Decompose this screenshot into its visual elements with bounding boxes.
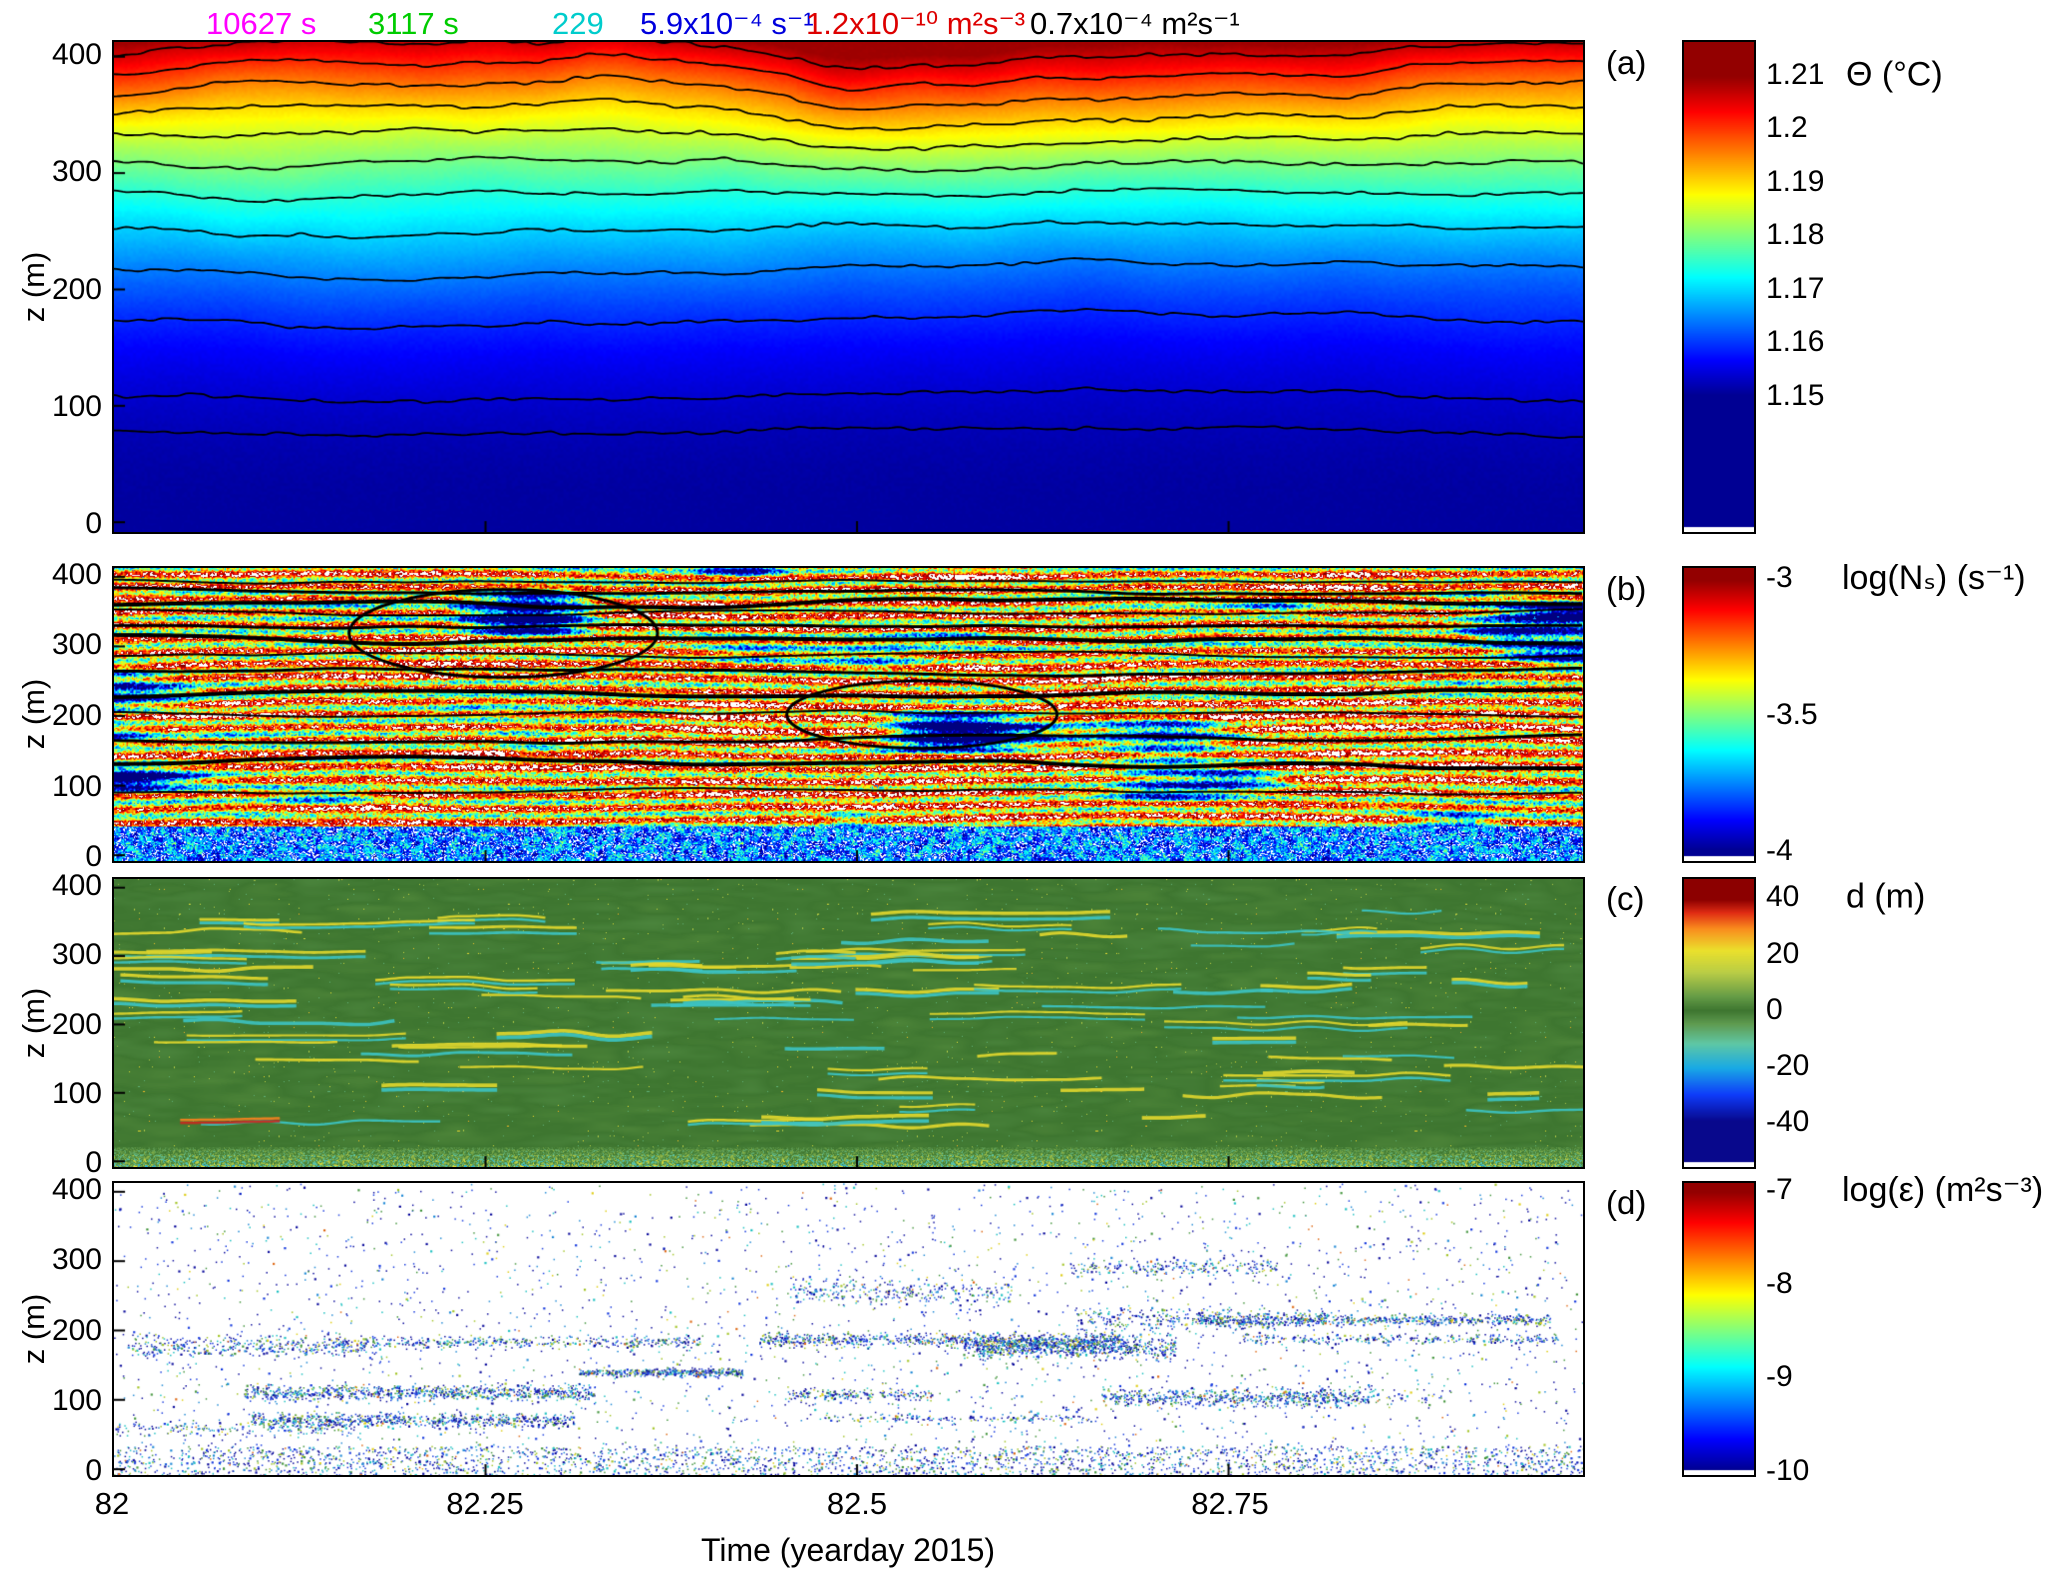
cb-b-tick-2: -3.5 [1766,698,1818,731]
y-tick-d-200: 200 [51,1314,102,1347]
cb-a-tick-7: 1.15 [1766,379,1825,412]
heatmap-panel-b [112,566,1585,863]
cb-title-d: log(ε) (m²s⁻³) [1842,1171,2044,1209]
colorbar-c [1682,877,1756,1169]
x-tick-82-75: 82.75 [1191,1486,1269,1521]
x-tick-82-25: 82.25 [446,1486,524,1521]
cb-b-tick-1: -3 [1766,561,1793,594]
y-tick-b-200: 200 [51,699,102,732]
header-stat-diffusivity: 0.7x10⁻⁴ m²s⁻¹ [1030,6,1240,41]
colorbar-d [1682,1181,1756,1477]
cb-d-tick-3: -9 [1766,1360,1793,1393]
colorbar-b [1682,566,1756,863]
x-tick-82: 82 [94,1486,130,1521]
cb-a-tick-3: 1.19 [1766,165,1825,198]
panel-label-d: (d) [1606,1184,1647,1221]
y-tick-a-100: 100 [51,390,102,423]
y-tick-b-300: 300 [51,628,102,661]
x-tick-82-5: 82.5 [826,1486,888,1521]
cb-a-tick-2: 1.2 [1766,111,1808,144]
heatmap-panel-d [112,1181,1585,1477]
heatmap-panel-a [112,40,1585,534]
heatmap-panel-c [112,877,1585,1169]
cb-c-tick-1: 40 [1766,880,1800,913]
y-tick-c-100: 100 [51,1077,102,1110]
header-stat-wave-period: 10627 s [206,6,317,41]
cb-c-tick-3: 0 [1766,993,1783,1026]
cb-c-tick-2: 20 [1766,937,1800,970]
y-tick-a-400: 400 [51,38,102,71]
y-tick-d-0: 0 [85,1454,102,1487]
y-tick-a-0: 0 [85,507,102,540]
header-stat-dissipation: 1.2x10⁻¹⁰ m²s⁻³ [806,6,1026,41]
y-tick-a-200: 200 [51,273,102,306]
panel-label-c: (c) [1606,880,1645,917]
cb-a-tick-4: 1.18 [1766,218,1825,251]
x-axis-label: Time (yearday 2015) [700,1532,996,1568]
y-tick-c-300: 300 [51,938,102,971]
cb-c-tick-4: -20 [1766,1049,1810,1082]
y-tick-b-400: 400 [51,558,102,591]
y-tick-a-300: 300 [51,155,102,188]
y-tick-c-400: 400 [51,869,102,902]
cb-d-tick-4: -10 [1766,1454,1810,1487]
y-tick-d-300: 300 [51,1243,102,1276]
cb-c-tick-5: -40 [1766,1105,1810,1138]
cb-b-tick-3: -4 [1766,834,1793,867]
y-tick-c-200: 200 [51,1008,102,1041]
cb-d-tick-2: -8 [1766,1267,1793,1300]
cb-title-b: log(Nₛ) (s⁻¹) [1842,559,2026,597]
cb-title-c: d (m) [1846,877,1926,916]
y-tick-b-100: 100 [51,770,102,803]
y-tick-d-400: 400 [51,1173,102,1206]
panel-label-b: (b) [1606,570,1647,607]
cb-a-tick-5: 1.17 [1766,272,1825,305]
colorbar-a [1682,40,1756,534]
cb-a-tick-6: 1.16 [1766,325,1825,358]
cb-a-tick-1: 1.21 [1766,58,1825,91]
y-tick-b-0: 0 [85,840,102,873]
y-tick-c-0: 0 [85,1146,102,1179]
header-stat-count: 229 [552,6,604,41]
header-stat-buoyancy-freq: 5.9x10⁻⁴ s⁻¹ [640,6,814,41]
header-stat-short-period: 3117 s [368,6,459,41]
cb-title-a: Θ (°C) [1846,55,1943,94]
y-tick-d-100: 100 [51,1384,102,1417]
cb-d-tick-1: -7 [1766,1173,1793,1206]
panel-label-a: (a) [1606,44,1647,81]
